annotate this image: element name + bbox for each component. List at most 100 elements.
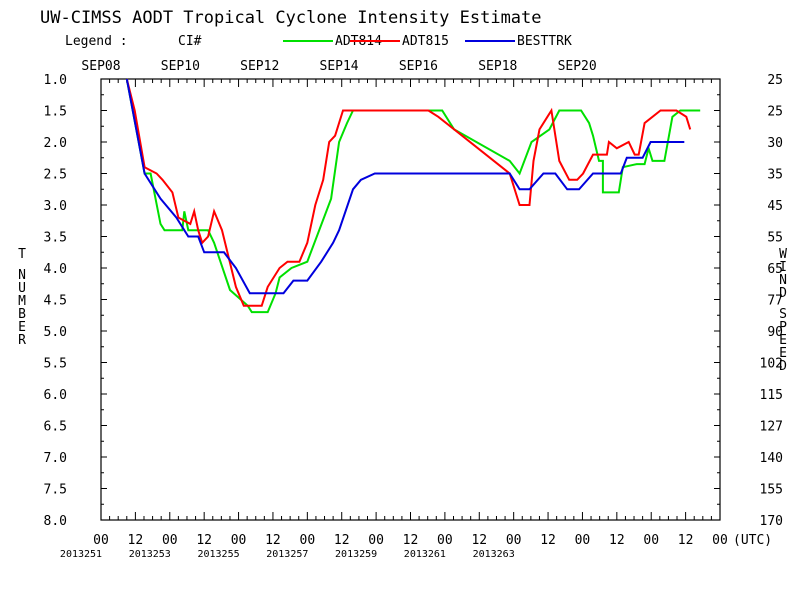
legend: ADT814 ADT815 BESTTRK (283, 34, 572, 49)
right-tick-label: 65 (767, 262, 783, 277)
hour-tick-label: 00 (162, 533, 178, 548)
right-tick-label: 170 (760, 514, 783, 529)
top-date-labels: SEP08 SEP10 SEP12 SEP14 SEP16 SEP18 SEP20 (81, 59, 596, 74)
right-axis-letter: I (779, 260, 787, 275)
tick-marks (100, 78, 721, 521)
left-tick-label: 4.5 (44, 294, 67, 309)
hour-tick-label: 12 (334, 533, 350, 548)
left-axis-letter: B (18, 307, 26, 322)
top-date-label: SEP10 (161, 59, 200, 74)
right-axis-letter: E (779, 333, 787, 348)
julian-label: 2013253 (129, 549, 171, 560)
top-date-label: SEP18 (478, 59, 517, 74)
left-tick-label: 7.5 (44, 483, 67, 498)
right-axis-letter: E (779, 346, 787, 361)
chart-title: UW-CIMSS AODT Tropical Cyclone Intensity… (40, 8, 542, 28)
x-unit-label: (UTC) (733, 533, 772, 548)
top-date-label: SEP20 (558, 59, 597, 74)
hour-tick-label: 00 (368, 533, 384, 548)
julian-label: 2013261 (404, 549, 446, 560)
left-tick-label: 6.0 (44, 388, 67, 403)
left-tick-label: 4.0 (44, 262, 67, 277)
right-tick-label: 25 (767, 105, 783, 120)
series-line-adt814 (125, 78, 701, 314)
right-tick-label: 102 (760, 357, 783, 372)
hour-tick-label: 00 (300, 533, 316, 548)
right-tick-label: 35 (767, 168, 783, 183)
legend-label-1: ADT815 (402, 34, 449, 49)
right-axis-ticks: 25 25 30 35 45 55 65 77 90 102 115 127 140 155 170 (760, 73, 783, 529)
left-axis-letter: M (18, 294, 26, 309)
legend-prefix: Legend : (65, 34, 128, 49)
julian-label: 2013251 (60, 549, 102, 560)
hour-tick-label: 00 (643, 533, 659, 548)
julian-label: 2013257 (266, 549, 308, 560)
left-tick-label: 1.0 (44, 73, 67, 88)
left-tick-label: 8.0 (44, 514, 67, 529)
julian-date-labels: 2013251 2013253 2013255 2013257 2013259 20132… (60, 549, 515, 560)
left-axis-ticks: 1.0 1.5 2.0 2.5 3.0 3.5 4.0 4.5 5.0 5.5 6.0 6.5 7.0 7… (44, 73, 67, 529)
hour-axis-ticks: 00 12 00 12 00 12 00 12 00 12 00 12 00 12 00 12 00 12 00 (93, 533, 728, 548)
left-tick-label: 3.0 (44, 199, 67, 214)
left-tick-label: 2.0 (44, 136, 67, 151)
right-axis-letter: N (779, 273, 787, 288)
hour-tick-label: 12 (196, 533, 212, 548)
series-lines (125, 78, 701, 314)
right-axis-letter: P (779, 320, 787, 335)
left-tick-label: 3.5 (44, 231, 67, 246)
left-axis-letter: T (18, 247, 26, 262)
hour-tick-label: 12 (403, 533, 419, 548)
right-tick-label: 25 (767, 73, 783, 88)
right-tick-label: 155 (760, 483, 783, 498)
right-tick-label: 55 (767, 231, 783, 246)
legend-label-2: BESTTRK (517, 34, 572, 49)
right-tick-label: 90 (767, 325, 783, 340)
right-tick-label: 77 (767, 294, 783, 309)
top-date-label: SEP14 (320, 59, 359, 74)
left-axis-letter: N (18, 268, 26, 283)
series-line-adt815 (125, 78, 692, 307)
right-tick-label: 115 (760, 388, 783, 403)
right-tick-label: 140 (760, 451, 783, 466)
hour-tick-label: 12 (678, 533, 694, 548)
hour-tick-label: 12 (471, 533, 487, 548)
hour-tick-label: 00 (437, 533, 453, 548)
right-tick-label: 30 (767, 136, 783, 151)
hour-tick-label: 00 (506, 533, 522, 548)
top-date-label: SEP12 (240, 59, 279, 74)
top-date-label: SEP16 (399, 59, 438, 74)
hour-tick-label: 12 (265, 533, 281, 548)
left-axis-letter: U (18, 281, 26, 296)
julian-label: 2013263 (473, 549, 515, 560)
right-axis-letter: S (779, 307, 787, 322)
left-tick-label: 5.0 (44, 325, 67, 340)
hour-tick-label: 12 (540, 533, 556, 548)
top-date-label: SEP08 (81, 59, 120, 74)
left-tick-label: 2.5 (44, 168, 67, 183)
hour-tick-label: 12 (128, 533, 144, 548)
right-axis-letter: D (779, 286, 787, 301)
left-axis-letter: R (18, 333, 26, 348)
left-tick-label: 1.5 (44, 105, 67, 120)
series-line-besttrk (125, 78, 685, 295)
plot-frame (100, 78, 721, 521)
right-axis-letter: W (779, 247, 787, 262)
left-tick-label: 5.5 (44, 357, 67, 372)
hour-tick-label: 00 (712, 533, 728, 548)
julian-label: 2013255 (197, 549, 239, 560)
legend-metric: CI# (178, 34, 202, 49)
hour-tick-label: 00 (93, 533, 109, 548)
julian-label: 2013259 (335, 549, 377, 560)
right-tick-label: 45 (767, 199, 783, 214)
hour-tick-label: 12 (609, 533, 625, 548)
right-axis-letter: D (779, 359, 787, 374)
hour-tick-label: 00 (575, 533, 591, 548)
right-tick-label: 127 (760, 420, 783, 435)
left-tick-label: 6.5 (44, 420, 67, 435)
hour-tick-label: 00 (231, 533, 247, 548)
left-tick-label: 7.0 (44, 451, 67, 466)
left-axis-letter: E (18, 320, 26, 335)
